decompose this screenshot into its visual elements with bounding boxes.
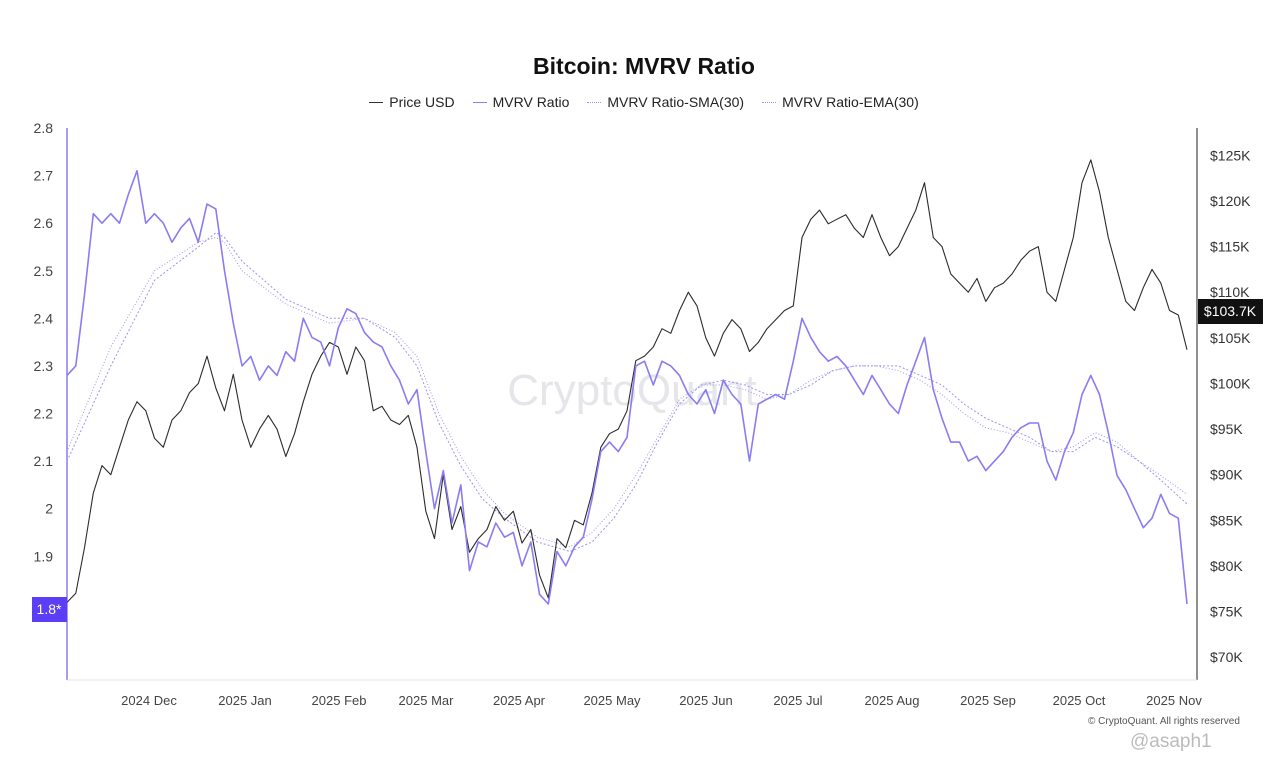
- left-tick-label: 2.2: [34, 406, 54, 422]
- left-tick-label: 2: [45, 501, 53, 517]
- x-tick-label: 2025 Mar: [399, 693, 455, 708]
- legend-item-mvrv[interactable]: MVRV Ratio: [472, 94, 570, 110]
- x-tick-label: 2025 Jun: [679, 693, 733, 708]
- copyright-notice: © CryptoQuant. All rights reserved: [1088, 716, 1240, 727]
- author-handle: @asaph1: [1130, 731, 1212, 752]
- legend-swatch-ema: [762, 101, 777, 103]
- current-price-marker: $103.7K: [1198, 299, 1263, 324]
- right-tick-label: $115K: [1210, 239, 1250, 255]
- left-axis-ticks: 2.8 2.7 2.6 2.5 2.4 2.3 2.2 2.1 2 1.9: [34, 120, 54, 564]
- legend-swatch-price: [369, 101, 384, 103]
- current-price-label: $103.7K: [1204, 303, 1257, 319]
- right-tick-label: $110K: [1210, 284, 1250, 300]
- legend-label-ema: MVRV Ratio-EMA(30): [782, 94, 919, 110]
- x-tick-label: 2025 Nov: [1146, 693, 1202, 708]
- x-tick-label: 2024 Dec: [121, 693, 177, 708]
- left-tick-label: 2.6: [34, 215, 54, 231]
- right-tick-label: $100K: [1210, 375, 1251, 391]
- x-tick-label: 2025 Apr: [493, 693, 546, 708]
- series-line-price-usd: [66, 159, 1188, 603]
- right-tick-label: $75K: [1210, 604, 1243, 620]
- x-tick-label: 2025 Oct: [1053, 693, 1106, 708]
- current-price-box: [1198, 299, 1263, 324]
- left-tick-label: 2.4: [34, 310, 54, 326]
- legend-label-sma: MVRV Ratio-SMA(30): [607, 94, 745, 110]
- legend-label-price: Price USD: [389, 94, 455, 110]
- legend-swatch-sma: [587, 101, 602, 103]
- x-tick-label: 2025 Jan: [218, 693, 272, 708]
- right-tick-label: $70K: [1210, 649, 1243, 665]
- right-tick-label: $120K: [1210, 193, 1251, 209]
- x-axis-ticks: 2024 Dec 2025 Jan 2025 Feb 2025 Mar 2025 Apr…: [121, 693, 1202, 708]
- right-tick-label: $80K: [1210, 558, 1243, 574]
- current-mvrv-marker: 1.8*: [32, 597, 67, 622]
- series-group: [66, 159, 1188, 605]
- series-line-mvrv-ratio-sma-30-: [66, 232, 1188, 552]
- current-mvrv-box: [32, 597, 67, 622]
- right-tick-label: $90K: [1210, 467, 1243, 483]
- legend-label-mvrv: MVRV Ratio: [492, 94, 570, 110]
- right-axis-ticks: $125K $120K $115K $110K $105K $100K $95K $90K $8…: [1210, 147, 1251, 665]
- left-tick-label: 2.1: [34, 453, 54, 469]
- right-tick-label: $105K: [1210, 330, 1251, 346]
- right-tick-label: $95K: [1210, 421, 1243, 437]
- legend-swatch-mvrv: [472, 101, 487, 103]
- left-tick-label: 2.5: [34, 263, 54, 279]
- legend-item-price-usd[interactable]: Price USD: [369, 94, 455, 110]
- legend-item-sma[interactable]: MVRV Ratio-SMA(30): [587, 94, 744, 110]
- x-tick-label: 2025 May: [583, 693, 641, 708]
- x-tick-label: 2025 Aug: [865, 693, 920, 708]
- legend-item-ema[interactable]: MVRV Ratio-EMA(30): [762, 94, 919, 110]
- left-tick-label: 1.9: [34, 548, 54, 564]
- chart-title: Bitcoin: MVRV Ratio: [533, 53, 755, 79]
- series-line-mvrv-ratio: [66, 170, 1188, 605]
- current-mvrv-label: 1.8*: [37, 601, 62, 617]
- x-tick-label: 2025 Jul: [773, 693, 822, 708]
- legend: Price USD MVRV Ratio MVRV Ratio-SMA(30) …: [0, 94, 1274, 110]
- left-tick-label: 2.3: [34, 358, 54, 374]
- left-tick-label: 2.8: [34, 120, 54, 136]
- right-tick-label: $85K: [1210, 512, 1243, 528]
- left-tick-label: 2.7: [34, 168, 54, 184]
- right-tick-label: $125K: [1210, 147, 1251, 163]
- x-tick-label: 2025 Feb: [312, 693, 367, 708]
- x-tick-label: 2025 Sep: [960, 693, 1016, 708]
